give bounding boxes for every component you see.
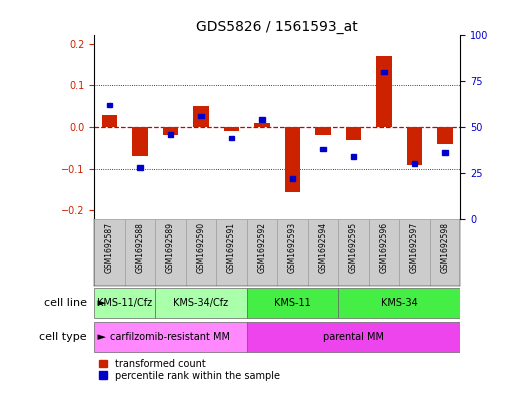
Text: GSM1692596: GSM1692596 xyxy=(380,222,389,273)
Text: ►: ► xyxy=(94,298,106,308)
Text: GSM1692594: GSM1692594 xyxy=(319,222,327,273)
FancyBboxPatch shape xyxy=(155,219,186,286)
Title: GDS5826 / 1561593_at: GDS5826 / 1561593_at xyxy=(196,20,358,34)
Text: KMS-11: KMS-11 xyxy=(274,298,311,308)
Bar xyxy=(442,151,448,155)
Bar xyxy=(346,127,361,140)
Bar xyxy=(137,165,143,170)
Bar xyxy=(437,127,452,144)
FancyBboxPatch shape xyxy=(186,219,216,286)
Bar xyxy=(290,176,295,181)
Bar xyxy=(168,132,173,137)
Text: GSM1692592: GSM1692592 xyxy=(257,222,266,273)
Bar xyxy=(377,56,392,127)
FancyBboxPatch shape xyxy=(247,288,338,318)
Text: GSM1692588: GSM1692588 xyxy=(135,222,144,273)
Text: GSM1692595: GSM1692595 xyxy=(349,222,358,273)
Bar xyxy=(285,127,300,192)
FancyBboxPatch shape xyxy=(338,288,460,318)
Text: carfilzomib-resistant MM: carfilzomib-resistant MM xyxy=(110,332,231,342)
Text: GSM1692587: GSM1692587 xyxy=(105,222,114,273)
Bar xyxy=(224,127,239,131)
Text: GSM1692598: GSM1692598 xyxy=(440,222,449,273)
Bar xyxy=(407,127,422,165)
FancyBboxPatch shape xyxy=(308,219,338,286)
Bar xyxy=(229,136,234,140)
Text: GSM1692593: GSM1692593 xyxy=(288,222,297,273)
Text: GSM1692597: GSM1692597 xyxy=(410,222,419,273)
Bar xyxy=(315,127,331,135)
FancyBboxPatch shape xyxy=(94,219,124,286)
Bar xyxy=(320,147,326,151)
Text: KMS-34: KMS-34 xyxy=(381,298,417,308)
FancyBboxPatch shape xyxy=(247,322,460,352)
Text: parental MM: parental MM xyxy=(323,332,384,342)
Legend: transformed count, percentile rank within the sample: transformed count, percentile rank withi… xyxy=(99,359,280,380)
Bar xyxy=(254,123,269,127)
Bar xyxy=(381,70,386,74)
FancyBboxPatch shape xyxy=(430,219,460,286)
FancyBboxPatch shape xyxy=(399,219,430,286)
Text: KMS-34/Cfz: KMS-34/Cfz xyxy=(173,298,229,308)
Bar xyxy=(132,127,147,156)
Text: GSM1692591: GSM1692591 xyxy=(227,222,236,273)
Text: cell line: cell line xyxy=(44,298,87,308)
Bar xyxy=(194,106,209,127)
Bar xyxy=(163,127,178,135)
FancyBboxPatch shape xyxy=(155,288,247,318)
FancyBboxPatch shape xyxy=(94,288,155,318)
Text: KMS-11/Cfz: KMS-11/Cfz xyxy=(97,298,152,308)
Text: cell type: cell type xyxy=(39,332,87,342)
Text: GSM1692590: GSM1692590 xyxy=(197,222,206,273)
Bar xyxy=(102,114,117,127)
Bar xyxy=(198,114,203,118)
Bar xyxy=(107,103,112,107)
Bar xyxy=(351,154,356,159)
Bar xyxy=(259,118,265,122)
FancyBboxPatch shape xyxy=(247,219,277,286)
FancyBboxPatch shape xyxy=(216,219,247,286)
FancyBboxPatch shape xyxy=(338,219,369,286)
FancyBboxPatch shape xyxy=(277,219,308,286)
FancyBboxPatch shape xyxy=(94,322,247,352)
Text: ►: ► xyxy=(94,332,106,342)
FancyBboxPatch shape xyxy=(369,219,399,286)
Text: GSM1692589: GSM1692589 xyxy=(166,222,175,273)
FancyBboxPatch shape xyxy=(124,219,155,286)
Bar xyxy=(412,162,417,166)
